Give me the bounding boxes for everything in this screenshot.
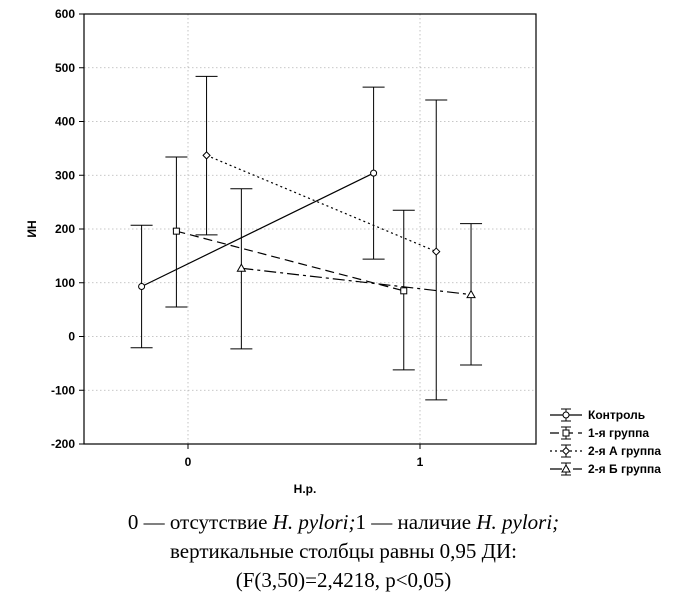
legend-marker <box>562 411 570 419</box>
series-line <box>206 154 437 253</box>
legend-marker <box>561 446 571 456</box>
y-tick-label: 500 <box>55 61 75 75</box>
y-tick-label: 100 <box>55 276 75 290</box>
y-tick-label: 600 <box>55 7 75 21</box>
series-3 <box>195 75 448 401</box>
x-tick-label: 0 <box>185 455 192 469</box>
x-axis-title: H.p. <box>294 482 317 496</box>
legend-label: 2-я Б группа <box>588 462 661 476</box>
legend-entry: 2-я Б группа <box>550 462 661 476</box>
caption-hp-2: H. pylori; <box>476 510 560 534</box>
y-tick-label: -100 <box>51 383 75 397</box>
x-tick-label: 1 <box>417 455 424 469</box>
legend-label: 2-я А группа <box>588 444 661 458</box>
y-tick-label: 400 <box>55 115 75 129</box>
caption-present: 1 — наличие <box>355 510 477 534</box>
data-point <box>172 227 180 235</box>
series-2 <box>165 156 415 371</box>
caption-line-3: (F(3,50)=2,4218, p<0,05) <box>235 568 452 592</box>
caption-line-1: 0 — отсутствие H. pylori;1 — наличие H. … <box>0 508 687 537</box>
series-line <box>241 267 472 296</box>
legend-marker <box>561 463 571 473</box>
legend-marker <box>562 429 570 437</box>
y-axis: 600 500 400 300 200 100 0 -100 -200 <box>51 7 84 451</box>
data-point <box>202 151 211 160</box>
series-1 <box>130 86 385 349</box>
data-point <box>138 283 146 291</box>
series-layer <box>130 75 483 401</box>
figure-caption: 0 — отсутствие H. pylori;1 — наличие H. … <box>0 508 687 595</box>
legend-entry: 1-я группа <box>550 426 649 440</box>
y-tick-label: 300 <box>55 168 75 182</box>
series-4 <box>230 188 483 366</box>
data-point <box>400 287 408 295</box>
y-tick-label: -200 <box>51 437 75 451</box>
legend-label: Контроль <box>588 408 645 422</box>
y-axis-title: ИН <box>25 220 39 237</box>
data-point <box>370 169 378 177</box>
y-tick-label: 0 <box>68 330 75 344</box>
caption-hp-1: H. pylori; <box>272 510 356 534</box>
legend-entry: 2-я А группа <box>550 444 661 458</box>
series-line <box>176 230 404 292</box>
legend-label: 1-я группа <box>588 426 649 440</box>
y-tick-label: 200 <box>55 222 75 236</box>
grid <box>84 14 536 444</box>
legend: Контроль 1-я группа 2-я А группа 2-я Б груп… <box>550 408 661 476</box>
data-point <box>432 247 441 256</box>
data-point <box>466 289 476 299</box>
legend-entry: Контроль <box>550 408 645 422</box>
data-point <box>236 263 247 272</box>
caption-line-2: вертикальные столбцы равны 0,95 ДИ: <box>170 539 517 563</box>
caption-absent: 0 — отсутствие <box>127 510 273 534</box>
series-line <box>141 172 374 288</box>
